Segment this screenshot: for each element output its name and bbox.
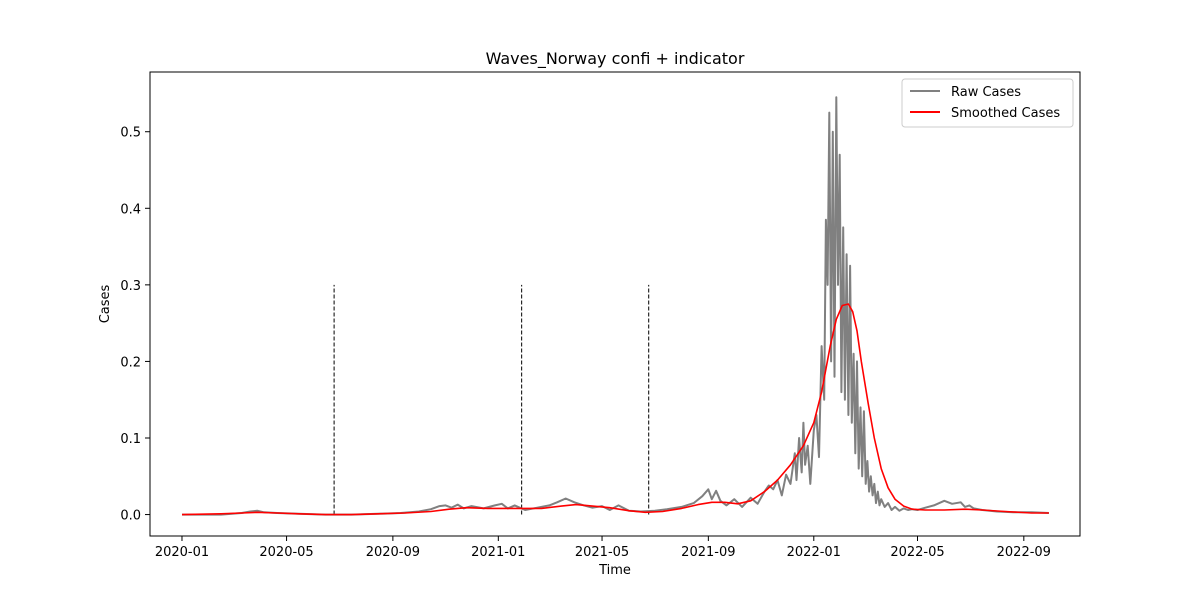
x-tick-label: 2020-09 <box>366 545 420 560</box>
y-tick-label: 0.5 <box>120 126 141 141</box>
y-tick-label: 0.1 <box>120 432 141 447</box>
plot-area <box>149 71 1081 537</box>
legend-box <box>901 78 1074 128</box>
x-tick-label: 2022-05 <box>890 545 944 560</box>
legend: Raw Cases Smoothed Cases <box>901 78 1074 128</box>
x-tick-label: 2021-09 <box>681 545 735 560</box>
x-tick-label: 2022-01 <box>787 545 841 560</box>
plot-frame <box>149 71 1081 537</box>
y-tick-label: 0.0 <box>120 509 141 524</box>
legend-label: Raw Cases <box>951 85 1021 100</box>
indicator-lines <box>333 284 650 515</box>
y-tick-label: 0.4 <box>120 202 141 217</box>
x-tick-label: 2020-01 <box>155 545 209 560</box>
legend-label: Smoothed Cases <box>951 106 1060 121</box>
chart-title: Waves_Norway confi + indicator <box>486 49 745 69</box>
x-axis: 2020-01 2020-05 2020-09 2021-01 2021-05 2021-… <box>155 536 1051 560</box>
plot-background <box>150 72 1080 536</box>
y-axis: 0.0 0.1 0.2 0.3 0.4 0.5 <box>120 126 150 524</box>
x-tick-label: 2020-05 <box>259 545 313 560</box>
series-layer <box>181 96 1049 516</box>
y-axis-label: Cases <box>98 284 113 323</box>
x-axis-label: Time <box>598 563 631 578</box>
x-tick-label: 2021-01 <box>471 545 525 560</box>
y-tick-label: 0.2 <box>120 355 141 370</box>
raw-cases-line <box>182 96 1049 516</box>
smoothed-cases-line <box>181 303 1049 516</box>
y-tick-label: 0.3 <box>120 279 141 294</box>
x-tick-label: 2022-09 <box>997 545 1051 560</box>
x-tick-label: 2021-05 <box>575 545 629 560</box>
